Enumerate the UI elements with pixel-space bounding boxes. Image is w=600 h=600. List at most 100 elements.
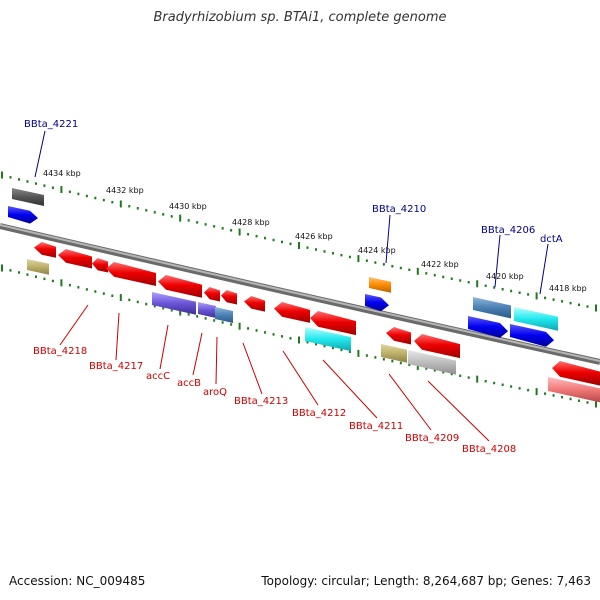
lower-track-minor-tick bbox=[544, 392, 547, 395]
upper-track-minor-tick bbox=[408, 268, 411, 272]
gene-aroq-box[interactable] bbox=[215, 307, 233, 323]
label-aroq[interactable]: aroQ bbox=[203, 336, 227, 398]
upper-track-major-tick bbox=[357, 255, 360, 263]
label-bbta-4212[interactable]: BBta_4212 bbox=[282, 350, 346, 419]
upper-track-minor-tick bbox=[510, 289, 513, 293]
lower-track-minor-tick bbox=[552, 394, 555, 397]
gene-bbta-4217[interactable] bbox=[106, 262, 156, 286]
upper-track-minor-tick bbox=[433, 273, 436, 277]
scale-label-4422: 4422 kbp bbox=[421, 260, 459, 269]
gene-small-2[interactable] bbox=[92, 258, 108, 273]
upper-track-minor-tick bbox=[136, 207, 139, 210]
gene-aroq-small[interactable] bbox=[221, 290, 237, 305]
upper-track-minor-tick bbox=[442, 275, 445, 279]
scale-label-4424: 4424 kbp bbox=[358, 246, 396, 255]
label-accc[interactable]: accC bbox=[146, 324, 170, 382]
gene-bbta-4212[interactable] bbox=[274, 302, 310, 323]
upper-track-minor-tick bbox=[561, 300, 564, 303]
lower-track-minor-tick bbox=[145, 302, 148, 306]
svg-text:BBta_4209: BBta_4209 bbox=[405, 433, 459, 444]
gene-features bbox=[8, 188, 600, 403]
gene-bbta-4221-arrow[interactable] bbox=[8, 206, 38, 224]
lower-track-minor-tick bbox=[391, 359, 394, 363]
lower-track-minor-tick bbox=[365, 354, 368, 357]
gene-small-1[interactable] bbox=[34, 242, 56, 258]
gene-bbta-4210-arrow[interactable] bbox=[365, 294, 389, 312]
scale-label-4430: 4430 kbp bbox=[169, 202, 207, 211]
gene-bbta-4218-box[interactable] bbox=[27, 259, 49, 275]
upper-track-minor-tick bbox=[68, 190, 71, 194]
lower-track-minor-tick bbox=[578, 399, 581, 402]
label-bbta-4218[interactable]: BBta_4218 bbox=[33, 304, 89, 357]
lower-track-minor-tick bbox=[26, 273, 29, 276]
gene-bbta-4211[interactable] bbox=[310, 311, 356, 336]
gene-bbta-4213[interactable] bbox=[244, 296, 265, 312]
upper-track-minor-tick bbox=[340, 253, 343, 257]
upper-track-minor-tick bbox=[586, 305, 589, 308]
label-bbta-4208[interactable]: BBta_4208 bbox=[427, 380, 516, 455]
gene-edge-2[interactable] bbox=[548, 377, 600, 403]
upper-track-minor-tick bbox=[331, 252, 334, 255]
lower-track-minor-tick bbox=[306, 340, 309, 344]
label-bbta-4221[interactable]: BBta_4221 bbox=[24, 119, 78, 178]
upper-track-minor-tick bbox=[85, 194, 88, 198]
upper-track-minor-tick bbox=[289, 242, 292, 246]
upper-track-minor-tick bbox=[187, 219, 190, 222]
upper-track-minor-tick bbox=[484, 284, 487, 288]
upper-track-major-tick bbox=[1, 171, 3, 179]
gene-bbta-4209-small[interactable] bbox=[386, 327, 411, 345]
lower-track-major-tick bbox=[535, 388, 538, 396]
upper-track-minor-tick bbox=[348, 255, 351, 259]
upper-track-minor-tick bbox=[281, 240, 284, 244]
lower-track-minor-tick bbox=[68, 283, 71, 287]
gene-bbta-4209-box[interactable] bbox=[381, 344, 407, 363]
label-dcta[interactable]: dctA bbox=[539, 234, 563, 295]
upper-track-minor-tick bbox=[34, 182, 37, 185]
label-accb[interactable]: accB bbox=[177, 332, 203, 389]
label-bbta-4209[interactable]: BBta_4209 bbox=[388, 373, 459, 444]
lower-track-minor-tick bbox=[136, 300, 139, 304]
upper-track-major-tick bbox=[535, 292, 538, 300]
scale-label-4426: 4426 kbp bbox=[295, 232, 333, 241]
upper-track-major-tick bbox=[476, 280, 479, 288]
gene-bbta-4221-box[interactable] bbox=[12, 188, 44, 206]
label-bbta-4211[interactable]: BBta_4211 bbox=[322, 359, 403, 432]
map-title: Bradyrhizobium sp. BTAi1, complete genom… bbox=[153, 10, 447, 25]
lower-track-minor-tick bbox=[493, 381, 496, 385]
label-bbta-4213[interactable]: BBta_4213 bbox=[234, 342, 288, 407]
lower-track-minor-tick bbox=[94, 290, 97, 293]
gene-edge-1[interactable] bbox=[552, 361, 600, 386]
upper-tick-track bbox=[1, 171, 597, 312]
upper-track-major-tick bbox=[595, 304, 597, 312]
gene-accc-box[interactable] bbox=[152, 292, 196, 315]
gene-dcta-box[interactable] bbox=[514, 307, 558, 331]
label-bbta-4206[interactable]: BBta_4206 bbox=[481, 225, 535, 288]
gene-accc-arrow[interactable] bbox=[158, 275, 202, 298]
gene-bbta-4208-arrow[interactable] bbox=[414, 334, 460, 359]
upper-track-minor-tick bbox=[272, 238, 275, 242]
lower-track-minor-tick bbox=[289, 337, 292, 340]
label-bbta-4210[interactable]: BBta_4210 bbox=[372, 204, 426, 264]
gene-dcta-arrow[interactable] bbox=[510, 324, 554, 347]
gene-bbta-4210-box[interactable] bbox=[369, 277, 391, 293]
upper-track-minor-tick bbox=[382, 263, 385, 266]
lower-tick-track bbox=[1, 264, 597, 408]
svg-text:BBta_4218: BBta_4218 bbox=[33, 346, 87, 357]
upper-track-minor-tick bbox=[578, 303, 581, 307]
gene-accb-small[interactable] bbox=[204, 287, 220, 302]
svg-text:BBta_4208: BBta_4208 bbox=[462, 444, 516, 455]
gene-bbta-4218[interactable] bbox=[58, 249, 92, 269]
upper-track-minor-tick bbox=[459, 279, 462, 282]
gene-bbta-4211-box[interactable] bbox=[305, 327, 351, 352]
label-bbta-4217[interactable]: BBta_4217 bbox=[89, 312, 143, 372]
gene-bbta-4206-arrow[interactable] bbox=[468, 316, 508, 338]
upper-track-minor-tick bbox=[518, 291, 521, 294]
lower-track-minor-tick bbox=[51, 279, 54, 283]
gene-bbta-4208-box[interactable] bbox=[408, 350, 456, 375]
gene-accb-box[interactable] bbox=[198, 302, 216, 318]
lower-track-minor-tick bbox=[272, 333, 275, 336]
svg-text:BBta_4212: BBta_4212 bbox=[292, 408, 346, 419]
upper-track-minor-tick bbox=[306, 246, 309, 249]
gene-bbta-4206-box[interactable] bbox=[473, 297, 511, 319]
svg-text:BBta_4213: BBta_4213 bbox=[234, 396, 288, 407]
